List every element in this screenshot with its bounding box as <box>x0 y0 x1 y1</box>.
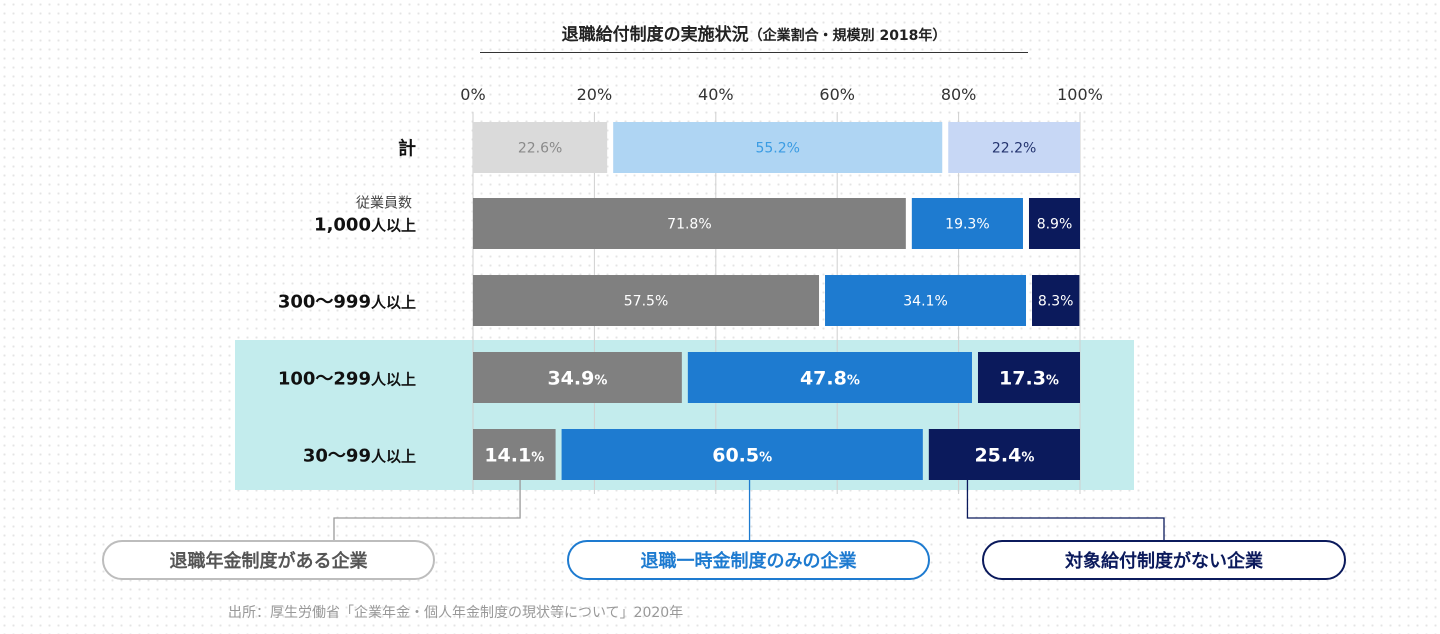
bar-0-0 <box>473 122 608 173</box>
data-label: 17.3% <box>999 368 1059 390</box>
bar-4-0 <box>473 429 556 480</box>
legend-label: 退職一時金制度のみの企業 <box>640 551 857 572</box>
legend-connector <box>966 480 1165 540</box>
bar-1-2 <box>1028 198 1080 249</box>
data-label: 55.2% <box>755 141 799 157</box>
data-label: 34.1% <box>903 294 947 310</box>
x-tick-label: 0% <box>460 85 485 104</box>
data-label: 8.3% <box>1038 294 1074 310</box>
chart-title-main: 退職給付制度の実施状況 <box>561 25 749 45</box>
data-label: 71.8% <box>667 217 711 233</box>
category-label: 計 <box>398 138 416 160</box>
data-label: 57.5% <box>624 294 668 310</box>
bar-3-1 <box>687 352 972 403</box>
data-label: 19.3% <box>945 217 989 233</box>
legend-no-plan: 対象給付制度がない企業 <box>982 540 1346 580</box>
x-tick-label: 80% <box>941 85 977 104</box>
data-label: 14.1% <box>484 445 544 467</box>
x-tick-label: 60% <box>819 85 855 104</box>
data-label: 25.4% <box>974 445 1034 467</box>
bar-2-0 <box>473 275 820 326</box>
data-label: 34.9% <box>547 368 607 390</box>
bar-0-2 <box>948 122 1080 173</box>
x-tick-label: 40% <box>698 85 734 104</box>
chart-title: 退職給付制度の実施状況（企業割合・規模別 2018年） <box>480 20 1028 53</box>
data-label: 22.2% <box>992 141 1036 157</box>
bar-2-2 <box>1032 275 1080 326</box>
data-label: 47.8% <box>800 368 860 390</box>
legend-pension-plan: 退職年金制度がある企業 <box>102 540 435 580</box>
legend-label: 退職年金制度がある企業 <box>169 551 368 572</box>
bar-3-0 <box>473 352 682 403</box>
chart-subtitle: （企業割合・規模別 2018年） <box>748 28 947 44</box>
source-note: 出所：厚生労働省「企業年金・個人年金制度の現状等について」2020年 <box>228 605 684 621</box>
data-label: 60.5% <box>712 445 772 467</box>
bar-4-1 <box>561 429 923 480</box>
bar-1-1 <box>911 198 1023 249</box>
data-label: 8.9% <box>1037 217 1073 233</box>
category-sublabel: 従業員数 <box>356 196 412 212</box>
category-label: 1,000人以上 <box>314 215 416 236</box>
category-label: 30〜99人以上 <box>303 446 416 467</box>
bar-3-2 <box>977 352 1080 403</box>
bar-0-1 <box>613 122 943 173</box>
legend-lump-sum-only: 退職一時金制度のみの企業 <box>567 540 930 580</box>
x-tick-label: 100% <box>1057 85 1103 104</box>
bar-4-2 <box>928 429 1080 480</box>
category-label: 100〜299人以上 <box>278 369 416 390</box>
bar-2-1 <box>825 275 1027 326</box>
legend-label: 対象給付制度がない企業 <box>1065 551 1263 572</box>
category-label: 300〜999人以上 <box>278 292 416 313</box>
bar-1-0 <box>473 198 906 249</box>
legend-connector <box>333 480 521 540</box>
x-tick-label: 20% <box>577 85 613 104</box>
data-label: 22.6% <box>518 141 562 157</box>
